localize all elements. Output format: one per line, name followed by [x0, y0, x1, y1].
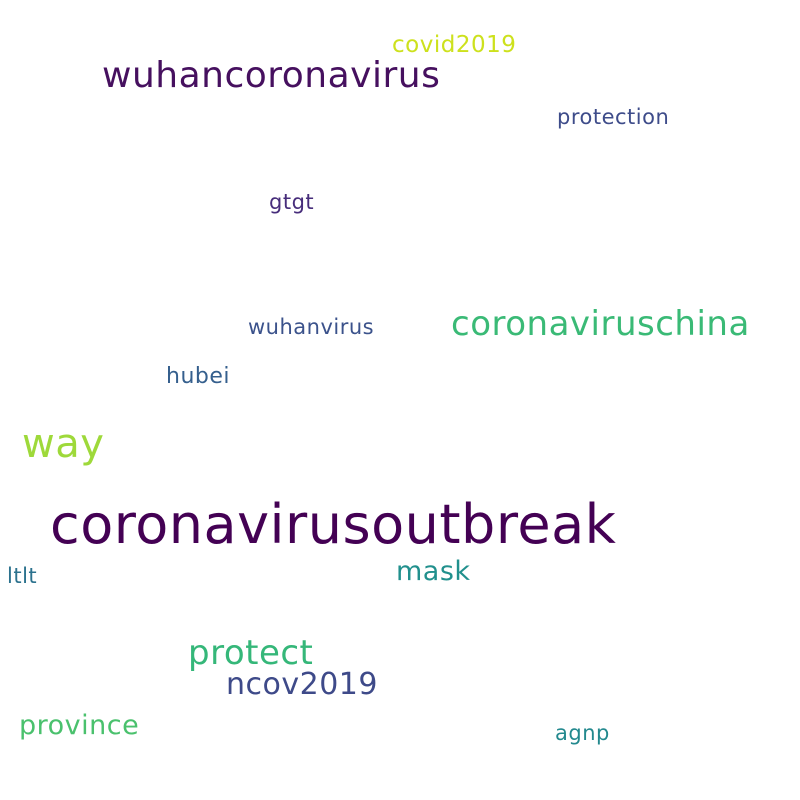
word-agnp: agnp [555, 721, 610, 745]
word-ncov2019: ncov2019 [226, 667, 378, 702]
word-coronaviruschina: coronaviruschina [451, 304, 750, 344]
word-ltlt: ltlt [7, 564, 38, 588]
word-way: way [22, 421, 105, 467]
word-wuhancoronavirus: wuhancoronavirus [102, 55, 441, 96]
word-covid2019: covid2019 [392, 32, 517, 58]
word-hubei: hubei [166, 364, 230, 389]
word-province: province [19, 710, 140, 741]
word-protection: protection [557, 105, 670, 129]
word-coronavirusoutbreak: coronavirusoutbreak [50, 493, 617, 556]
word-gtgt: gtgt [269, 190, 315, 214]
word-protect: protect [188, 633, 314, 673]
word-wuhanvirus: wuhanvirus [248, 315, 375, 339]
word-mask: mask [396, 556, 471, 587]
